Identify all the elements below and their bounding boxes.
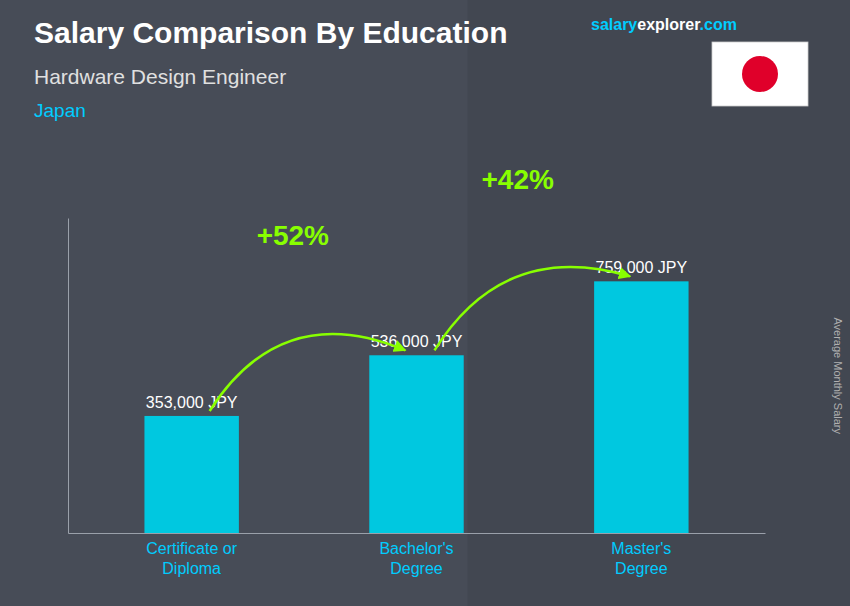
y-label: Average Monthly Salary [832,317,844,434]
country: Japan [34,100,86,121]
bars [144,281,688,533]
y-axis-line [68,219,69,534]
value-label: 759,000 JPY [596,259,688,276]
background-shade [468,0,850,606]
bar [144,416,238,533]
x-tick-label: Master'sDegree [611,540,671,576]
flag-disc [742,56,778,92]
chart-svg: Certificate orDiploma Bachelor'sDegree Mas… [0,0,850,606]
x-tick: Bachelor'sDegree [379,533,453,577]
x-tick-label: Bachelor'sDegree [379,540,453,576]
x-axis-line [69,533,766,534]
pct-label: +42% [481,164,553,195]
x-tick: Certificate orDiploma [146,533,237,577]
x-axis: Certificate orDiploma Bachelor'sDegree Mas… [69,533,766,577]
flag [712,42,808,106]
watermark-part: .com [700,16,737,33]
subtitle: Hardware Design Engineer [34,65,286,88]
pct-arrow [210,334,406,411]
pct-arrow [434,267,630,350]
x-tick: Master'sDegree [611,533,671,577]
flag-field [712,42,808,106]
watermark-part: explorer [637,16,700,33]
bar [594,281,688,533]
title: Salary Comparison By Education [34,16,507,49]
bar [369,355,463,533]
y-axis [68,219,69,534]
x-tick-label: Certificate orDiploma [146,540,237,576]
watermark-part: salary [591,16,637,33]
value-label: 353,000 JPY [146,394,238,411]
plot: Certificate orDiploma Bachelor'sDegree Mas… [69,164,766,576]
background [0,0,850,606]
watermark: salaryexplorer.com [591,16,737,33]
pct-label: +52% [257,220,329,251]
